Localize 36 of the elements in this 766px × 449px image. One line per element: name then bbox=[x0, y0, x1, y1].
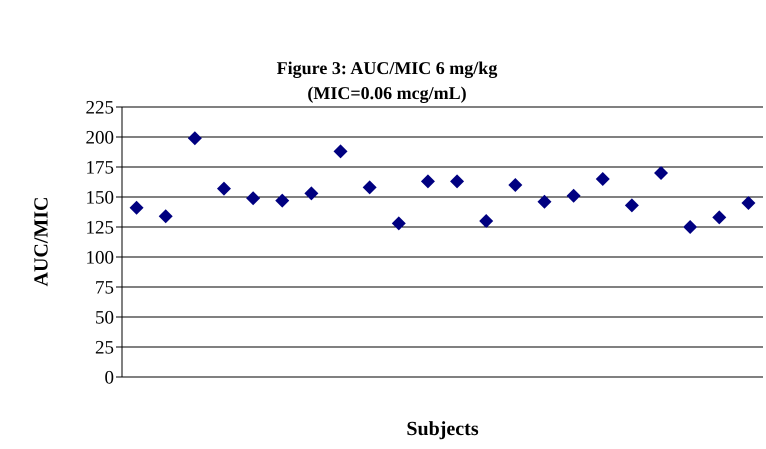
point bbox=[479, 214, 494, 228]
point bbox=[246, 191, 260, 206]
point bbox=[158, 209, 173, 224]
point bbox=[596, 172, 610, 186]
point bbox=[334, 144, 348, 158]
point bbox=[537, 194, 552, 209]
y-tick-label: 0 bbox=[104, 368, 114, 389]
point bbox=[654, 166, 668, 180]
y-tick-label: 125 bbox=[86, 218, 114, 239]
x-axis-title: Subjects bbox=[405, 418, 480, 441]
y-tick-label: 225 bbox=[86, 98, 114, 119]
point bbox=[130, 200, 144, 215]
point bbox=[362, 180, 377, 194]
y-tick-label: 175 bbox=[86, 158, 114, 179]
chart-subtitle: (MIC=0.06 mcg/mL) bbox=[307, 83, 467, 103]
point bbox=[304, 186, 318, 200]
point bbox=[392, 216, 406, 230]
point bbox=[683, 220, 698, 234]
point bbox=[188, 131, 202, 146]
y-tick-label: 100 bbox=[86, 248, 114, 269]
y-tick-label: 75 bbox=[95, 278, 114, 299]
point bbox=[275, 194, 290, 208]
point bbox=[712, 210, 726, 224]
point bbox=[624, 198, 639, 212]
point bbox=[420, 174, 435, 188]
point bbox=[566, 188, 581, 203]
y-tick-label: 150 bbox=[86, 188, 114, 209]
chart-title: Figure 3: AUC/MIC 6 mg/kg bbox=[276, 57, 498, 80]
y-tick-label: 50 bbox=[95, 308, 114, 329]
point bbox=[508, 178, 522, 192]
point bbox=[216, 182, 231, 196]
point bbox=[450, 174, 464, 188]
y-tick-label: 200 bbox=[86, 128, 114, 149]
point bbox=[741, 196, 756, 210]
y-axis-title: AUC/MIC bbox=[30, 196, 54, 286]
y-tick-label: 25 bbox=[95, 338, 114, 359]
